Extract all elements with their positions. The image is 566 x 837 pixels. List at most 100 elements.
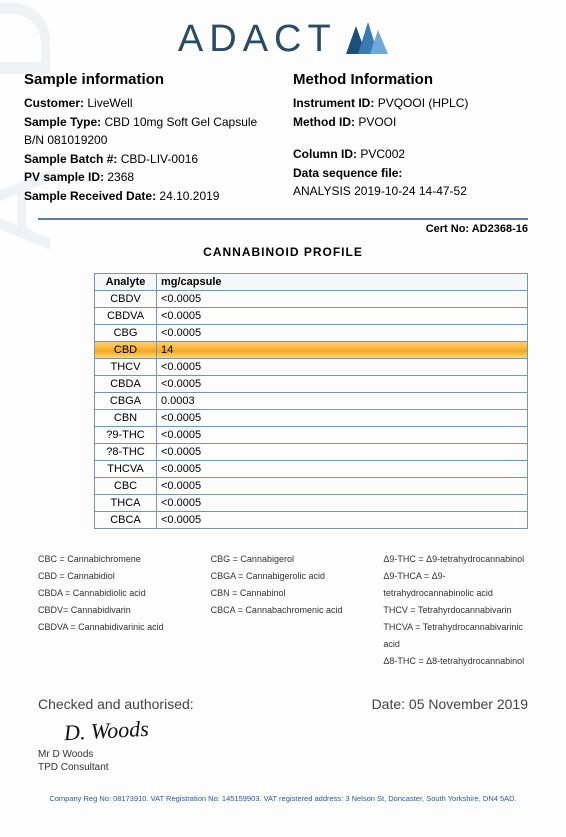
customer-label: Customer: bbox=[24, 96, 84, 110]
sample-heading: Sample information bbox=[24, 71, 273, 88]
checked-label: Checked and authorised: bbox=[38, 696, 194, 712]
auth-row: Checked and authorised: Date: 05 Novembe… bbox=[38, 696, 528, 712]
table-row: CBCA<0.0005 bbox=[95, 511, 528, 528]
pv-label: PV sample ID: bbox=[24, 170, 104, 184]
analyte-name: THCA bbox=[95, 494, 157, 511]
legend-item: CBDA = Cannabidiolic acid bbox=[38, 585, 183, 602]
auth-date-label: Date: bbox=[372, 696, 405, 712]
legend-item: Δ9-THC = Δ9-tetrahydrocannabinol bbox=[383, 551, 528, 568]
legend-item: Δ9-THCA = Δ9-tetrahydrocannabinolic acid bbox=[383, 568, 528, 602]
analyte-name: THCV bbox=[95, 358, 157, 375]
analyte-value: <0.0005 bbox=[157, 494, 528, 511]
column-value: PVC002 bbox=[360, 147, 405, 161]
analyte-value: 0.0003 bbox=[157, 392, 528, 409]
method-id-value: PVOOI bbox=[358, 115, 396, 129]
table-row: CBDVA<0.0005 bbox=[95, 307, 528, 324]
signature-block: D. Woods bbox=[64, 718, 528, 744]
method-info-block: Method Information Instrument ID: PVQOOI… bbox=[293, 71, 542, 206]
legend-col-3: Δ9-THC = Δ9-tetrahydrocannabinolΔ9-THCA … bbox=[383, 551, 528, 671]
analyte-name: CBDV bbox=[95, 290, 157, 307]
legend-item: CBGA = Cannabigerolic acid bbox=[211, 568, 356, 585]
profile-title: CANNABINOID PROFILE bbox=[24, 245, 542, 259]
pv-value: 2368 bbox=[107, 170, 134, 184]
analyte-value: <0.0005 bbox=[157, 426, 528, 443]
cert-label: Cert No: bbox=[426, 223, 469, 235]
cert-row: Cert No: AD2368-16 bbox=[38, 218, 528, 235]
type-label: Sample Type: bbox=[24, 115, 101, 129]
legend-item: CBCA = Cannabachromenic acid bbox=[211, 602, 356, 619]
table-row: THCVA<0.0005 bbox=[95, 460, 528, 477]
table-row: CBDA<0.0005 bbox=[95, 375, 528, 392]
analyte-name: CBCA bbox=[95, 511, 157, 528]
recv-value: 24.10.2019 bbox=[159, 189, 219, 203]
method-heading: Method Information bbox=[293, 71, 542, 88]
instrument-value: PVQOOI (HPLC) bbox=[378, 96, 469, 110]
th-value: mg/capsule bbox=[157, 273, 528, 290]
analyte-value: <0.0005 bbox=[157, 290, 528, 307]
analyte-name: CBDA bbox=[95, 375, 157, 392]
legend-col-2: CBG = CannabigerolCBGA = Cannabigerolic … bbox=[211, 551, 356, 671]
analyte-value: <0.0005 bbox=[157, 358, 528, 375]
batch-value: CBD-LIV-0016 bbox=[121, 152, 198, 166]
signature: D. Woods bbox=[63, 716, 149, 746]
analyte-value: <0.0005 bbox=[157, 375, 528, 392]
table-row: ?9-THC<0.0005 bbox=[95, 426, 528, 443]
customer-value: LiveWell bbox=[87, 96, 132, 110]
analyte-name: THCVA bbox=[95, 460, 157, 477]
signer-name: Mr D Woods bbox=[38, 748, 528, 761]
table-row: CBG<0.0005 bbox=[95, 324, 528, 341]
analyte-value: <0.0005 bbox=[157, 511, 528, 528]
analyte-name: ?8-THC bbox=[95, 443, 157, 460]
table-row: THCA<0.0005 bbox=[95, 494, 528, 511]
footer-text: Company Reg No: 08173910. VAT Registrati… bbox=[24, 794, 542, 803]
table-row: CBGA0.0003 bbox=[95, 392, 528, 409]
table-row: CBDV<0.0005 bbox=[95, 290, 528, 307]
logo-row: ADACT bbox=[24, 18, 542, 61]
legend-item: CBD = Cannabidiol bbox=[38, 568, 183, 585]
legend-item: CBDVA = Cannabidivarinic acid bbox=[38, 619, 183, 636]
analyte-name: CBGA bbox=[95, 392, 157, 409]
analyte-table: Analyte mg/capsule CBDV<0.0005CBDVA<0.00… bbox=[94, 273, 528, 529]
analyte-value: <0.0005 bbox=[157, 477, 528, 494]
legend-block: CBC = CannabichromeneCBD = CannabidiolCB… bbox=[38, 551, 528, 671]
legend-item: CBN = Cannabinol bbox=[211, 585, 356, 602]
table-row: THCV<0.0005 bbox=[95, 358, 528, 375]
analyte-name: CBC bbox=[95, 477, 157, 494]
brand-name: ADACT bbox=[178, 18, 337, 61]
analyte-name: CBD bbox=[95, 341, 157, 358]
table-row: CBD14 bbox=[95, 341, 528, 358]
seq-label: Data sequence file: bbox=[293, 166, 402, 180]
analyte-value: <0.0005 bbox=[157, 324, 528, 341]
analyte-name: CBN bbox=[95, 409, 157, 426]
legend-item: THCV = Tetrahyrdocannabivarin bbox=[383, 602, 528, 619]
analyte-name: ?9-THC bbox=[95, 426, 157, 443]
method-id-label: Method ID: bbox=[293, 115, 355, 129]
legend-col-1: CBC = CannabichromeneCBD = CannabidiolCB… bbox=[38, 551, 183, 671]
analyte-name: CBG bbox=[95, 324, 157, 341]
analyte-value: <0.0005 bbox=[157, 409, 528, 426]
analyte-value: <0.0005 bbox=[157, 307, 528, 324]
seq-value: ANALYSIS 2019-10-24 14-47-52 bbox=[293, 184, 467, 198]
instrument-label: Instrument ID: bbox=[293, 96, 374, 110]
analyte-value: 14 bbox=[157, 341, 528, 358]
analyte-value: <0.0005 bbox=[157, 443, 528, 460]
legend-item: CBDV= Cannabidivarin bbox=[38, 602, 183, 619]
signer-role: TPD Consultant bbox=[38, 761, 528, 774]
auth-date: 05 November 2019 bbox=[409, 696, 528, 712]
analyte-value: <0.0005 bbox=[157, 460, 528, 477]
brand-mark-icon bbox=[346, 22, 388, 57]
table-row: CBC<0.0005 bbox=[95, 477, 528, 494]
legend-item: CBC = Cannabichromene bbox=[38, 551, 183, 568]
batch-label: Sample Batch #: bbox=[24, 152, 117, 166]
legend-item: THCVA = Tetrahydrocannabivarinic acid bbox=[383, 619, 528, 653]
table-row: CBN<0.0005 bbox=[95, 409, 528, 426]
legend-item: CBG = Cannabigerol bbox=[211, 551, 356, 568]
legend-item: Δ8-THC = Δ8-tetrahydrocannabinol bbox=[383, 653, 528, 670]
sample-info-block: Sample information Customer: LiveWell Sa… bbox=[24, 71, 273, 206]
th-analyte: Analyte bbox=[95, 273, 157, 290]
recv-label: Sample Received Date: bbox=[24, 189, 156, 203]
column-label: Column ID: bbox=[293, 147, 357, 161]
cert-value: AD2368-16 bbox=[472, 223, 528, 235]
table-row: ?8-THC<0.0005 bbox=[95, 443, 528, 460]
analyte-name: CBDVA bbox=[95, 307, 157, 324]
